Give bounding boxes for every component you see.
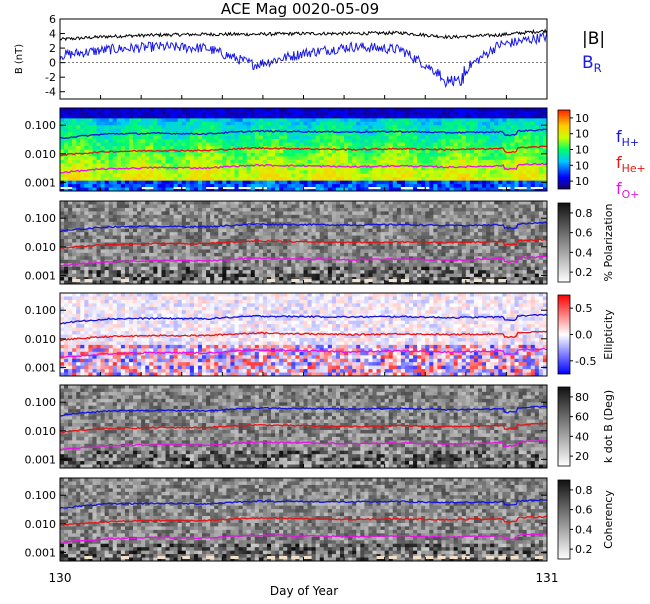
colorbar-tick: 0.4	[575, 523, 593, 536]
colorbar-ellipticity	[558, 295, 570, 374]
colorbar-label: k dot B (Deg)	[602, 390, 615, 463]
y-tick-label: 0.010	[25, 518, 57, 531]
y-tick-label: 0.010	[25, 333, 57, 346]
colorbar-tick: -0.5	[575, 355, 596, 368]
colorbar-tick: 20	[575, 450, 589, 463]
legend-entry: |B|	[582, 29, 605, 49]
colorbar-tick: 10	[575, 128, 589, 141]
y-tick-label: 0.001	[25, 176, 57, 189]
legend-entry: fO+	[616, 179, 639, 201]
colorbar-tick: 0.2	[575, 266, 593, 279]
colorbar-tick: 0.8	[575, 484, 593, 497]
colorbar-tick: 0.0	[575, 329, 593, 342]
colorbar-tick: 0.8	[575, 207, 593, 220]
colorbar-tick: 40	[575, 430, 589, 443]
colorbar-tick: 0.2	[575, 543, 593, 556]
spectrogram-polarization	[60, 201, 548, 285]
colorbar-tick: 10	[575, 159, 589, 172]
legend-entry: fH+	[616, 127, 639, 149]
legend-entry: fHe+	[616, 153, 646, 175]
colorbar-label: Coherency	[602, 490, 615, 549]
spectrogram-kdotb	[60, 385, 548, 469]
y-tick-label: 6	[49, 13, 56, 26]
btotal-line	[60, 30, 547, 40]
colorbar-kdotb	[558, 387, 570, 466]
y-tick-label: 0.001	[25, 453, 57, 466]
panel-frame-B	[60, 19, 547, 99]
y-tick-label: 0.010	[25, 148, 57, 161]
colorbar-psd	[558, 110, 570, 189]
b-field-lines	[60, 30, 547, 87]
colorbar-label: % Polarization	[602, 204, 615, 282]
y-axis-label: B (nT)	[14, 44, 25, 74]
y-tick-label: -4	[45, 86, 56, 99]
y-tick-label: 0.100	[25, 119, 57, 132]
colorbar-tick: 0.5	[575, 302, 593, 315]
y-tick-label: 0.100	[25, 489, 57, 502]
colorbar-tick: 0.6	[575, 227, 593, 240]
y-tick-label: 0.010	[25, 241, 57, 254]
colorbar-tick: 0.4	[575, 246, 593, 259]
x-tick-131: 131	[536, 571, 559, 585]
colorbar-coherency	[558, 480, 570, 559]
y-tick-label: 0.010	[25, 425, 57, 438]
colorbar-tick: 10	[575, 144, 589, 157]
y-tick-label: 0.100	[25, 396, 57, 409]
y-tick-label: 0.001	[25, 361, 57, 374]
colorbar-tick: 60	[575, 411, 589, 424]
x-axis-label: Day of Year	[270, 584, 338, 598]
y-tick-label: 0.100	[25, 304, 57, 317]
colorbar-label: Ellipticity	[602, 309, 615, 360]
x-tick-130: 130	[49, 571, 72, 585]
y-tick-label: -2	[45, 71, 56, 84]
y-tick-label: 0	[49, 57, 56, 70]
spectrogram-coherency	[60, 478, 548, 562]
y-tick-label: 0.100	[25, 212, 57, 225]
x-axis: 130 131 Day of Year	[49, 571, 559, 598]
y-tick-label: 0.001	[25, 269, 57, 282]
colorbar-tick: 10	[575, 175, 589, 188]
colorbar-polarization	[558, 203, 570, 282]
y-tick-label: 2	[49, 42, 56, 55]
colorbar-tick: 10	[575, 112, 589, 125]
colorbar-tick: 80	[575, 391, 589, 404]
spectrogram-psd	[60, 108, 548, 192]
br-line	[60, 32, 547, 86]
colorbar-tick: 0.6	[575, 504, 593, 517]
y-tick-label: 0.001	[25, 546, 57, 559]
figure-title: ACE Mag 0020-05-09	[221, 0, 379, 18]
legend-entry: BR	[582, 53, 602, 75]
y-tick-label: 4	[49, 28, 56, 41]
